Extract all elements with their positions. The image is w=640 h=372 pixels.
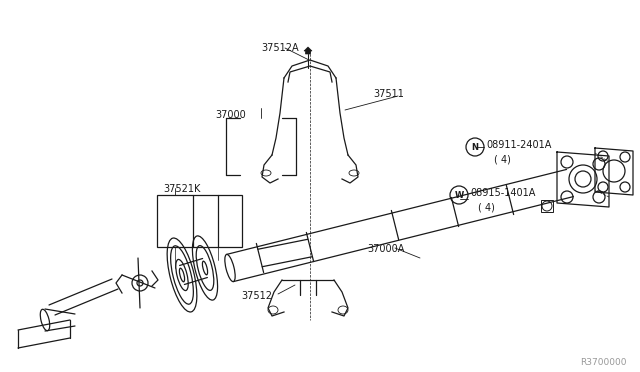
Text: W: W	[454, 190, 463, 199]
Text: 37512A: 37512A	[261, 43, 299, 53]
Text: 08915-1401A: 08915-1401A	[470, 188, 536, 198]
Text: N: N	[472, 142, 479, 151]
Text: 37512: 37512	[241, 291, 272, 301]
Bar	[157, 195, 242, 247]
Text: ( 4): ( 4)	[478, 202, 495, 212]
Text: ( 4): ( 4)	[494, 154, 511, 164]
Text: 08911-2401A: 08911-2401A	[486, 140, 552, 150]
Text: 37000A: 37000A	[367, 244, 404, 254]
Text: 37000: 37000	[215, 110, 246, 120]
Text: 37521K: 37521K	[163, 184, 200, 194]
Bar	[541, 200, 553, 212]
Text: 37511: 37511	[373, 89, 404, 99]
FancyArrow shape	[304, 47, 312, 54]
Text: R3700000: R3700000	[580, 358, 627, 367]
